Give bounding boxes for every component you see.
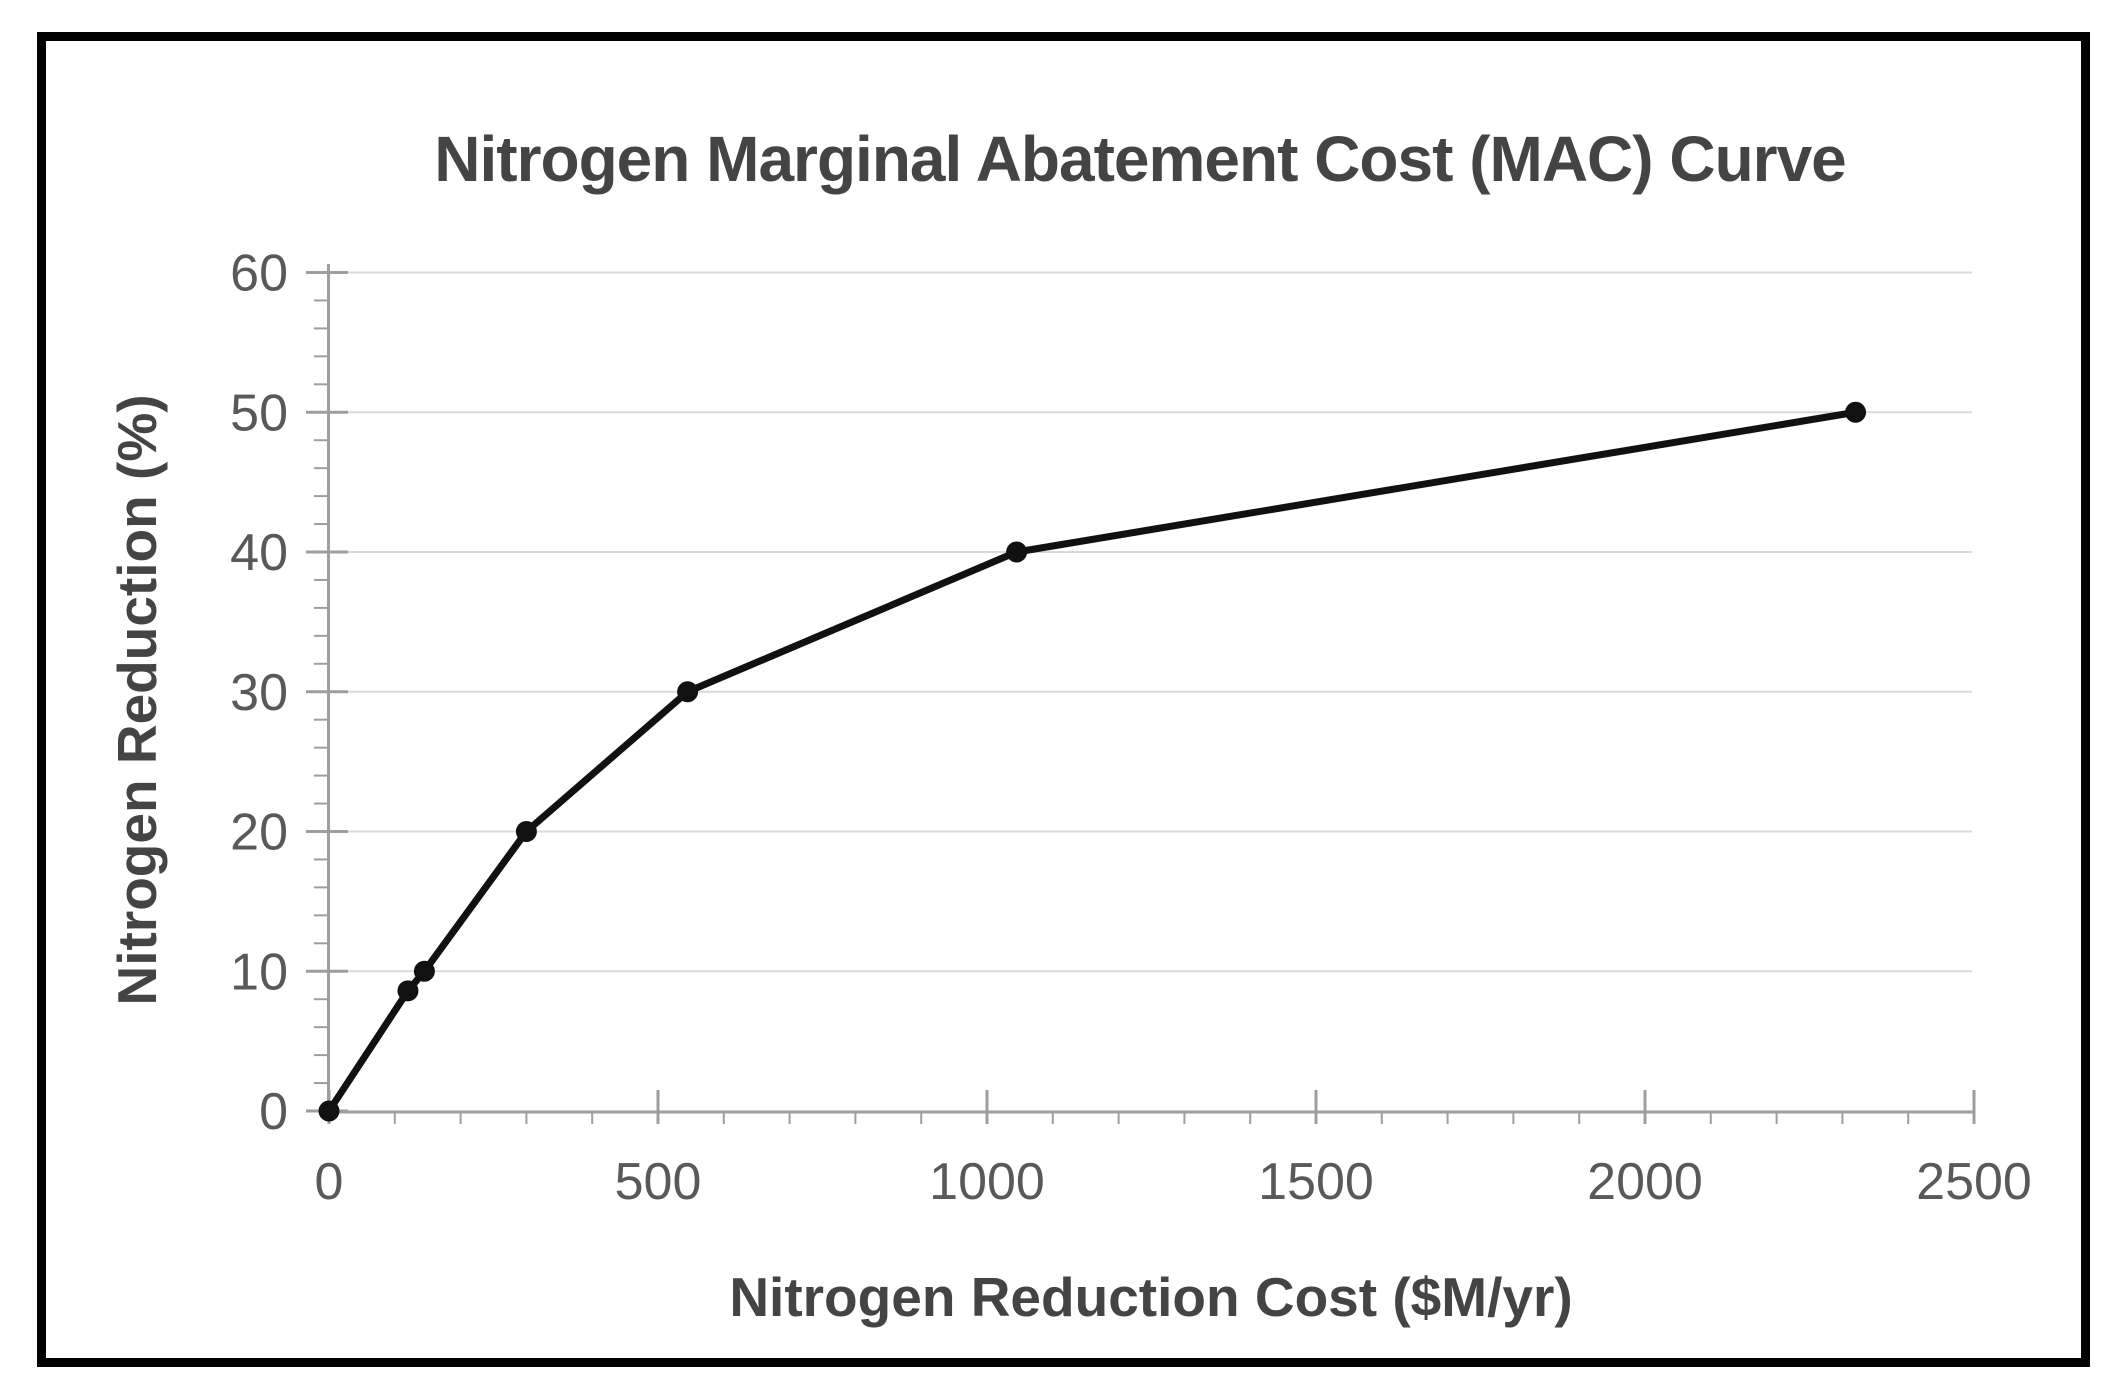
axis-lines — [326, 264, 1975, 1114]
x-tick-label: 2000 — [1587, 1153, 1703, 1211]
x-tick-label: 1500 — [1258, 1153, 1374, 1211]
y-tick-label: 60 — [230, 245, 288, 303]
x-tick-labels: 0 500 1000 1500 2000 2500 — [315, 1153, 2032, 1211]
x-axis-title: Nitrogen Reduction Cost ($M/yr) — [729, 1266, 1572, 1328]
y-tick-label: 10 — [230, 943, 288, 1001]
y-tick-label: 50 — [230, 384, 288, 442]
mac-curve-line — [325, 408, 1860, 1115]
y-tick-labels: 0 10 20 30 40 50 60 — [230, 245, 288, 1142]
x-tick-label: 500 — [615, 1153, 702, 1211]
y-tick-label: 40 — [230, 524, 288, 582]
chart-title: Nitrogen Marginal Abatement Cost (MAC) C… — [434, 123, 1846, 195]
x-axis-ticks — [327, 1090, 1976, 1124]
y-tick-label: 20 — [230, 804, 288, 862]
y-tick-label: 30 — [230, 664, 288, 722]
y-axis-title: Nitrogen Reduction (%) — [106, 394, 168, 1005]
x-tick-label: 2500 — [1916, 1153, 2032, 1211]
x-tick-label: 0 — [315, 1153, 344, 1211]
data-point-marker — [413, 960, 435, 982]
data-point-marker — [515, 821, 537, 842]
x-tick-label: 1000 — [929, 1153, 1045, 1211]
data-point-marker — [677, 681, 699, 703]
data-points — [318, 401, 1867, 1122]
data-point-marker — [1006, 541, 1028, 563]
data-point-marker — [1845, 401, 1867, 423]
data-point-marker — [318, 1100, 340, 1122]
data-point-marker — [397, 980, 419, 1002]
y-tick-label: 0 — [259, 1083, 288, 1141]
data-series — [318, 401, 1867, 1122]
gridlines — [330, 271, 1972, 973]
chart-border-frame — [37, 32, 2090, 1367]
